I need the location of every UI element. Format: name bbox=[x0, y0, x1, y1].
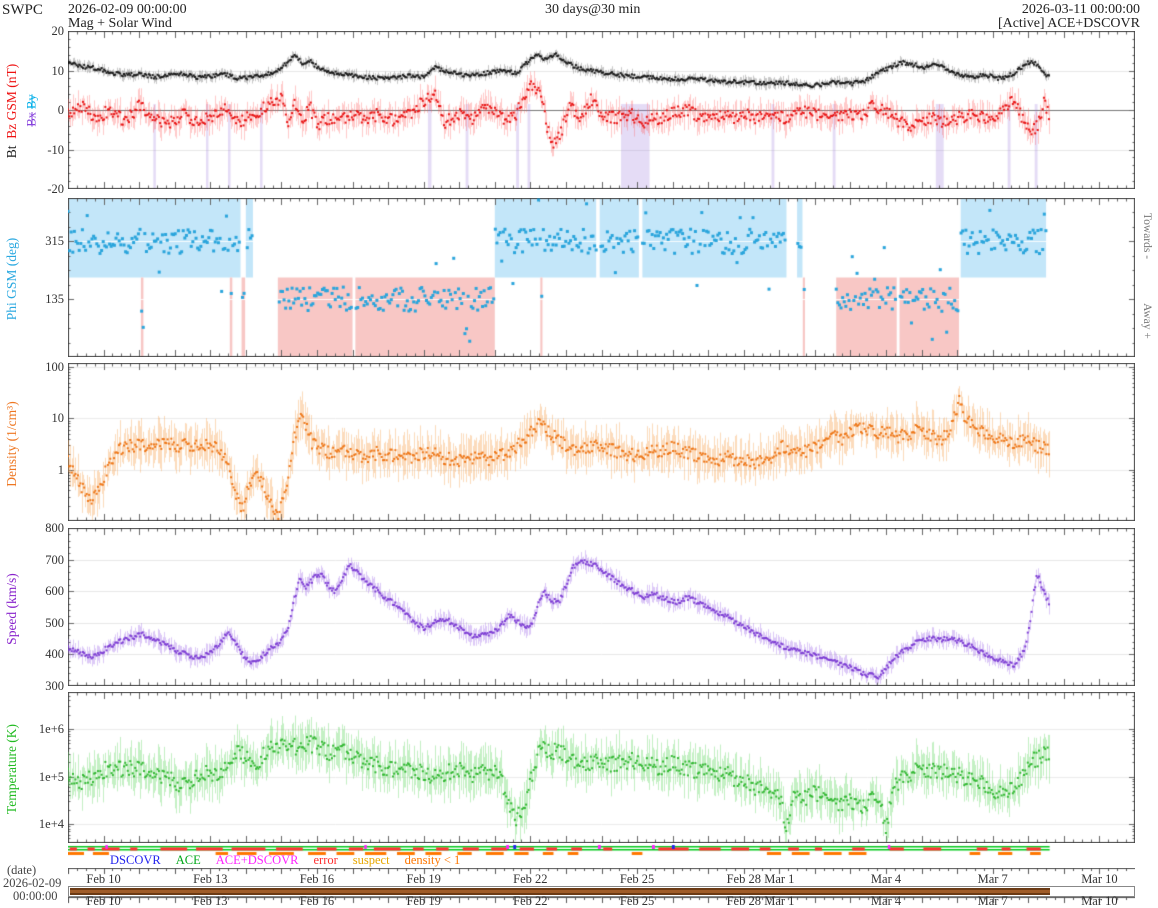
ytick-label-mag: -20 bbox=[47, 182, 64, 196]
plot-end-datetime: 2026-03-11 00:00:00 bbox=[1021, 2, 1140, 17]
phi-axis-title: Phi GSM (deg) bbox=[4, 237, 19, 321]
density-axis-title: Density (1/cm³) bbox=[4, 401, 19, 487]
legend-item-density-lt1[interactable]: density < 1 bbox=[404, 853, 461, 867]
towards-sector-label: Towards - bbox=[1141, 212, 1153, 260]
temp-axis-title: Temperature (K) bbox=[4, 723, 19, 815]
legend-item-ace-dscovr[interactable]: ACE+DSCOVR bbox=[215, 853, 299, 867]
ytick-label-mag: 20 bbox=[51, 24, 65, 38]
phi-panel-plot[interactable] bbox=[68, 198, 1135, 357]
series-toggle-bt[interactable]: Bt bbox=[4, 145, 19, 159]
ytick-label-speed: 400 bbox=[45, 647, 64, 662]
away-sector-label: Away + bbox=[1141, 303, 1153, 339]
date-label: Mar 7 bbox=[977, 894, 1008, 908]
ytick-label-density: 100 bbox=[45, 360, 64, 375]
density-panel-plot[interactable] bbox=[68, 363, 1135, 521]
plot-start-datetime: 2026-02-09 00:00:00 bbox=[68, 2, 187, 17]
temperature-panel-plot[interactable] bbox=[68, 692, 1135, 843]
date-label: Feb 16 bbox=[299, 894, 335, 908]
date-label: Mar 1 bbox=[764, 872, 795, 886]
time-range-scrollbar[interactable] bbox=[68, 886, 1135, 897]
date-label: Feb 28 bbox=[726, 872, 761, 886]
date-label: Mar 10 bbox=[1081, 894, 1118, 908]
mag-axis-title: Bt Bz GSM (nT) bbox=[4, 51, 20, 171]
ytick-label-mag: -10 bbox=[47, 142, 64, 157]
date-label: Mar 4 bbox=[870, 894, 902, 908]
date-label: Feb 22 bbox=[513, 894, 548, 908]
date-label: Feb 28 bbox=[726, 894, 761, 908]
legend-item-dscovr[interactable]: DSCOVR bbox=[110, 853, 161, 867]
series-toggle-bz[interactable]: Bz GSM (nT) bbox=[4, 63, 19, 139]
date-label: Feb 13 bbox=[193, 894, 228, 908]
plot-title: Mag + Solar Wind bbox=[68, 16, 172, 31]
ytick-label-temp: 1e+5 bbox=[38, 769, 64, 784]
ytick-label-speed: 600 bbox=[45, 584, 64, 599]
date-label: Feb 13 bbox=[193, 872, 228, 886]
mag-panel-plot[interactable] bbox=[68, 31, 1135, 189]
date-label: Feb 10 bbox=[86, 894, 121, 908]
brand-label: SWPC bbox=[2, 2, 43, 18]
legend-item-ace[interactable]: ACE bbox=[175, 853, 201, 867]
ytick-label-speed: 300 bbox=[45, 679, 64, 693]
legend-item-suspect[interactable]: suspect bbox=[352, 853, 390, 867]
data-quality-strip bbox=[68, 844, 1135, 857]
ytick-label-phi: 315 bbox=[45, 234, 64, 249]
data-mode-label: [Active] ACE+DSCOVR bbox=[997, 16, 1140, 31]
speed-panel-plot[interactable] bbox=[68, 528, 1135, 686]
date-axis-lower-ticks bbox=[68, 897, 1135, 904]
date-label: Mar 10 bbox=[1081, 872, 1118, 886]
cadence-label: 30 days@30 min bbox=[545, 2, 641, 17]
ytick-label-speed: 700 bbox=[45, 552, 64, 567]
speed-axis-title: Speed (km/s) bbox=[4, 573, 19, 645]
legend: DSCOVR ACE ACE+DSCOVR error suspect dens… bbox=[110, 853, 460, 868]
legend-item-error[interactable]: error bbox=[313, 853, 338, 867]
ytick-label-mag: 10 bbox=[51, 63, 65, 78]
date-label: Feb 22 bbox=[513, 872, 548, 886]
time-range-scrollbar-thumb[interactable] bbox=[70, 888, 1050, 895]
ytick-label-temp: 1e+4 bbox=[38, 817, 64, 832]
ytick-label-speed: 500 bbox=[45, 615, 64, 630]
date-label: Mar 7 bbox=[977, 872, 1008, 886]
date-axis-caption: (date) bbox=[7, 863, 37, 877]
date-label: Feb 16 bbox=[299, 872, 335, 886]
date-axis-upper-ticks bbox=[68, 868, 1135, 875]
date-label: Feb 19 bbox=[406, 872, 441, 886]
start-time-label: 00:00:00 bbox=[13, 889, 58, 903]
ytick-label-density: 10 bbox=[51, 411, 65, 426]
ytick-label-phi: 135 bbox=[45, 292, 64, 307]
date-label: Feb 10 bbox=[86, 872, 121, 886]
ytick-label-density: 1 bbox=[57, 462, 64, 477]
ytick-label-speed: 800 bbox=[45, 521, 64, 535]
date-label: Feb 25 bbox=[619, 894, 655, 908]
start-date-label: 2026-02-09 bbox=[3, 876, 62, 890]
date-label: Feb 19 bbox=[406, 894, 441, 908]
date-axis-origin: (date) 2026-02-09 00:00:00 bbox=[3, 864, 61, 903]
ytick-label-mag: 0 bbox=[57, 103, 64, 117]
date-label: Feb 25 bbox=[619, 872, 655, 886]
date-label: Mar 4 bbox=[870, 872, 902, 886]
ytick-label-temp: 1e+6 bbox=[38, 721, 64, 736]
date-label: Mar 1 bbox=[764, 894, 795, 908]
